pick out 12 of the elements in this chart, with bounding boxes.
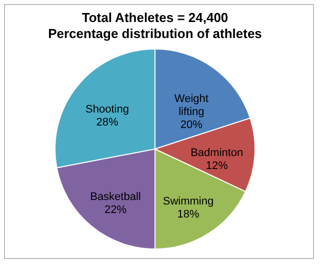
data-label: 22% xyxy=(104,204,127,216)
slice-label: Weight lifting xyxy=(174,92,208,118)
slice-label: Basketball xyxy=(90,190,141,203)
data-label: 28% xyxy=(96,116,118,128)
slice-label: Swimming xyxy=(162,195,214,208)
slice-label: Badminton xyxy=(190,146,244,159)
slice-label: Shooting xyxy=(86,103,129,116)
chart-title: Total Atheletes = 24,400 xyxy=(82,10,228,25)
data-label: 12% xyxy=(206,160,228,172)
data-label: 18% xyxy=(177,208,200,220)
data-label: 20% xyxy=(180,118,203,131)
chart-subtitle: Percentage distribution of athletes xyxy=(48,26,262,41)
